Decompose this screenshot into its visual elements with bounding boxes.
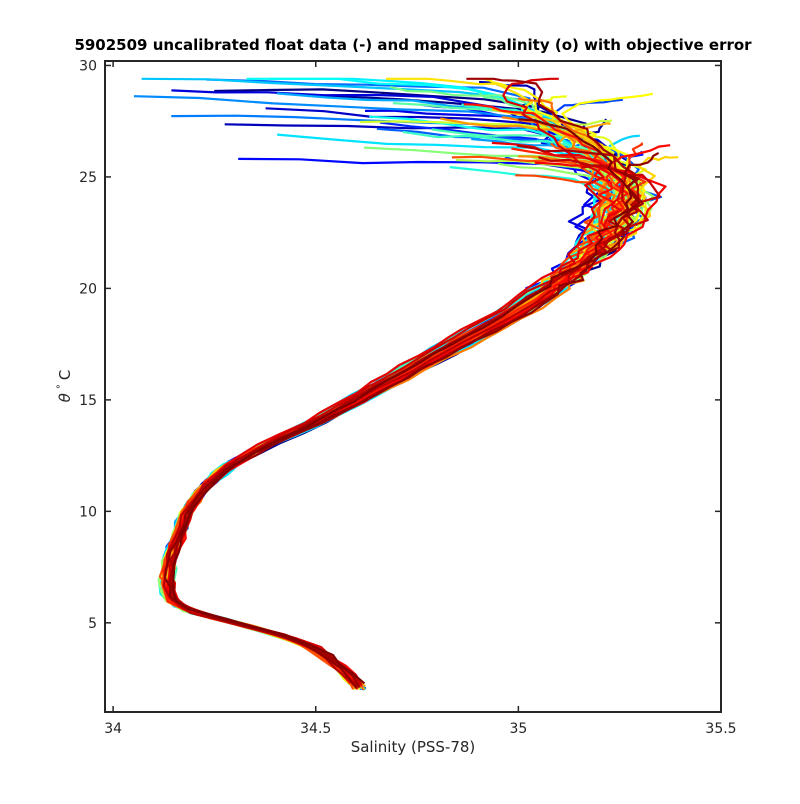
profile-line: [168, 155, 640, 691]
profile-line: [166, 102, 642, 684]
x-tick-label: 35: [509, 721, 527, 737]
x-axis-title: Salinity (PSS-78): [351, 738, 476, 756]
profile-line: [161, 147, 625, 685]
profile-line: [170, 128, 636, 689]
y-tick-label: 30: [79, 58, 97, 74]
y-axis: 5 10 15 20 25 30: [79, 58, 721, 632]
profile-line: [161, 129, 647, 689]
chart-title: 5902509 uncalibrated float data (-) and …: [74, 36, 752, 54]
x-tick-label: 34.5: [300, 721, 331, 737]
y-tick-label: 5: [88, 616, 97, 632]
profile-line: [167, 157, 627, 686]
profile-line: [164, 109, 618, 691]
profile-line: [169, 144, 640, 688]
profile-line: [161, 174, 610, 690]
profile-line: [168, 133, 607, 687]
profile-traces: [133, 77, 679, 691]
profile-line: [162, 98, 644, 689]
plot-frame: [104, 60, 722, 713]
profile-line: [169, 158, 637, 685]
y-axis-title-unit: C: [56, 370, 74, 380]
profile-line: [165, 127, 663, 687]
profile-line: [167, 141, 623, 685]
profile-line: [162, 129, 639, 690]
profile-line: [167, 103, 629, 688]
x-tick-label: 34: [104, 721, 122, 737]
profile-line: [168, 97, 641, 689]
profile-line: [161, 148, 630, 685]
profile-line: [165, 139, 628, 685]
profile-line: [162, 156, 629, 685]
x-axis: 34 34.5 35 35.5: [104, 61, 737, 737]
profile-line: [166, 166, 612, 684]
profile-line: [167, 137, 623, 691]
profile-line: [161, 103, 606, 684]
profile-line: [162, 115, 616, 685]
profile-line: [164, 108, 638, 691]
y-tick-label: 20: [79, 281, 97, 297]
profile-line: [164, 121, 616, 690]
profile-line: [165, 107, 630, 691]
profile-line: [169, 103, 623, 691]
profile-line: [170, 114, 628, 690]
profile-line: [172, 118, 633, 685]
profile-line: [167, 118, 618, 690]
y-tick-label: 10: [79, 504, 97, 520]
profile-line: [168, 122, 611, 688]
x-tick-label: 35.5: [705, 721, 736, 737]
profile-line: [165, 155, 635, 687]
profile-line: [168, 94, 645, 690]
profile-line: [162, 123, 647, 688]
profile-line: [161, 154, 623, 690]
profile-line: [161, 120, 642, 690]
y-tick-label: 25: [79, 170, 97, 186]
y-axis-title-symbol: θ: [56, 393, 74, 402]
profile-line: [168, 146, 644, 685]
profile-line: [168, 77, 644, 689]
profile-line: [167, 150, 644, 686]
y-axis-title-degree: °: [56, 384, 67, 389]
profile-line: [163, 151, 660, 690]
profile-line: [162, 130, 614, 685]
profile-line: [162, 116, 617, 691]
profile-line: [160, 95, 638, 686]
profile-line: [164, 92, 627, 685]
profile-line: [166, 117, 624, 690]
profile-line: [158, 155, 612, 690]
profile-line: [160, 142, 631, 690]
profile-line: [163, 134, 641, 685]
profile-line: [169, 118, 630, 685]
y-tick-label: 15: [79, 393, 97, 409]
y-axis-title: θ ° C: [56, 370, 74, 403]
